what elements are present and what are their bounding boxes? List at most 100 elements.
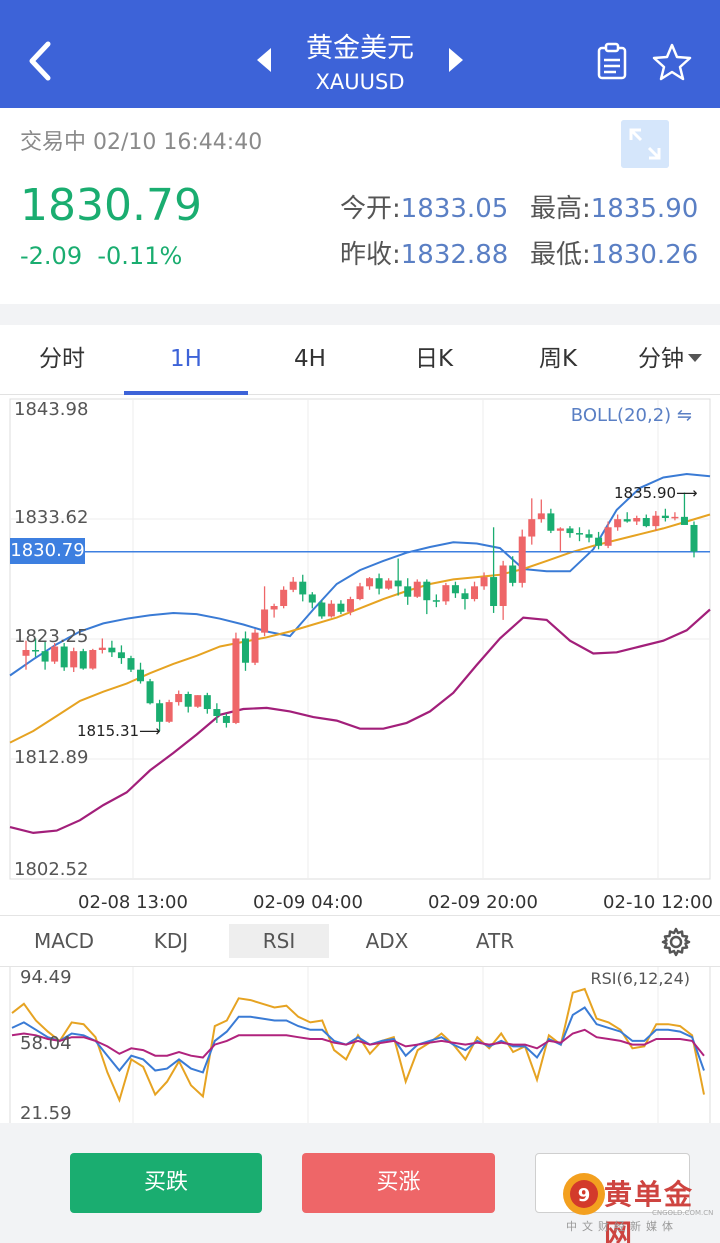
sell-button[interactable]: 买跌 (70, 1153, 262, 1213)
candle-body (146, 681, 154, 704)
candle-body (261, 609, 269, 633)
candle-body (356, 586, 364, 600)
candle-body (623, 519, 631, 522)
candle-body (289, 581, 297, 590)
symbol-title-block: 黄金美元 XAUUSD (230, 26, 490, 106)
high-stat: 最高:1835.90 (530, 188, 698, 225)
tab-label: 分时 (39, 346, 85, 372)
prev-symbol-icon[interactable] (257, 48, 271, 72)
prev-close-value: 1832.88 (400, 240, 509, 270)
candle-body (203, 695, 211, 710)
change-value: -2.09 (20, 242, 83, 270)
symbol-code: XAUUSD (315, 70, 405, 94)
gear-icon[interactable] (660, 926, 692, 958)
tab-daily[interactable]: 日K (372, 325, 496, 395)
boll-middle-line (9, 513, 711, 744)
price-chart[interactable]: 1843.98 1833.62 1823.25 1812.89 1802.52 … (0, 395, 720, 915)
candle-body (528, 519, 536, 537)
more-button[interactable] (535, 1153, 690, 1213)
last-price: 1830.79 (20, 180, 202, 231)
candle-body (556, 528, 564, 531)
next-symbol-icon[interactable] (449, 48, 463, 72)
candlestick-chart-svg[interactable] (0, 395, 720, 915)
candle-body (251, 632, 259, 663)
candle-body (337, 603, 345, 612)
svg-text:9: 9 (578, 1185, 591, 1206)
rsi24-line (11, 1028, 705, 1059)
candle-body (60, 646, 68, 668)
tab-rsi[interactable]: RSI (229, 924, 329, 958)
rsi12-line (11, 1006, 705, 1074)
rsi-chart[interactable]: 94.49 58.04 21.59 RSI(6,12,24) (0, 967, 720, 1124)
tab-fenshi[interactable]: 分时 (0, 325, 124, 395)
back-icon[interactable] (22, 36, 62, 86)
candle-body (22, 649, 30, 656)
change-percent: -0.11% (97, 242, 183, 270)
candle-body (595, 537, 603, 546)
x-tick: 02-09 04:00 (253, 892, 363, 913)
candle-body (404, 586, 412, 597)
tab-4h[interactable]: 4H (248, 325, 372, 395)
tab-label: 日K (414, 346, 454, 372)
candle-body (442, 585, 450, 602)
rsi-legend: RSI(6,12,24) (590, 969, 690, 988)
candle-body (184, 693, 192, 707)
candle-body (127, 658, 135, 670)
candle-body (51, 646, 59, 662)
tab-kdj[interactable]: KDJ (153, 929, 189, 953)
candle-body (318, 602, 326, 617)
fullscreen-icon[interactable] (621, 120, 669, 168)
tab-label: 1H (170, 346, 202, 372)
tab-macd[interactable]: MACD (34, 929, 94, 953)
tab-adx[interactable]: ADX (365, 929, 409, 953)
star-icon[interactable] (652, 42, 692, 82)
candle-body (471, 586, 479, 600)
price-change: -2.09 -0.11% (20, 242, 182, 270)
candle-body (98, 647, 106, 650)
tab-weekly[interactable]: 周K (496, 325, 620, 395)
clipboard-icon[interactable] (592, 42, 632, 82)
candle-body (585, 534, 593, 538)
candle-body (308, 594, 316, 603)
candle-body (175, 693, 183, 703)
watermark-sub: 中文财经新媒体 (566, 1220, 678, 1233)
candle-body (566, 528, 574, 534)
candle-body (537, 513, 545, 520)
rsi-y-tick: 94.49 (20, 967, 72, 988)
candle-body (165, 702, 173, 722)
candle-body (652, 515, 660, 527)
watermark-brand: 黄单金网 (604, 1178, 695, 1243)
timeframe-tabs: 分时 1H 4H 日K 周K 分钟 (0, 325, 720, 395)
candle-body (413, 581, 421, 597)
brand-logo-icon: 9 (563, 1173, 605, 1215)
boll-toggle[interactable]: BOLL(20,2) ⇋ (570, 405, 692, 426)
candle-body (461, 593, 469, 600)
tab-label: 分钟 (638, 346, 684, 372)
x-tick: 02-09 20:00 (428, 892, 538, 913)
candle-body (194, 695, 202, 707)
candle-body (547, 513, 555, 531)
indicator-tabs: MACD KDJ RSI ADX ATR (0, 915, 720, 967)
candle-body (451, 585, 459, 594)
candle-body (89, 649, 97, 669)
rsi-chart-svg[interactable] (0, 967, 720, 1123)
candle-body (480, 577, 488, 587)
tab-atr[interactable]: ATR (475, 929, 515, 953)
candle-body (518, 536, 526, 583)
chevron-down-icon (688, 354, 702, 362)
low-label: 最低: (530, 240, 591, 270)
low-stat: 最低:1830.26 (530, 234, 698, 271)
candle-body (690, 524, 698, 552)
candle-body (604, 527, 612, 546)
x-tick: 02-08 13:00 (78, 892, 188, 913)
candle-body (385, 580, 393, 589)
buy-button[interactable]: 买涨 (302, 1153, 495, 1213)
tab-minute-dropdown[interactable]: 分钟 (620, 325, 720, 395)
tab-label: 4H (294, 346, 326, 372)
watermark-logo: 9 黄单金网 CNGOLD.COM.CN 中文财经新媒体 (562, 1168, 713, 1243)
candle-body (394, 580, 402, 587)
tab-1h[interactable]: 1H (124, 325, 248, 395)
prev-close-label: 昨收: (340, 240, 401, 270)
candle-body (156, 703, 164, 722)
